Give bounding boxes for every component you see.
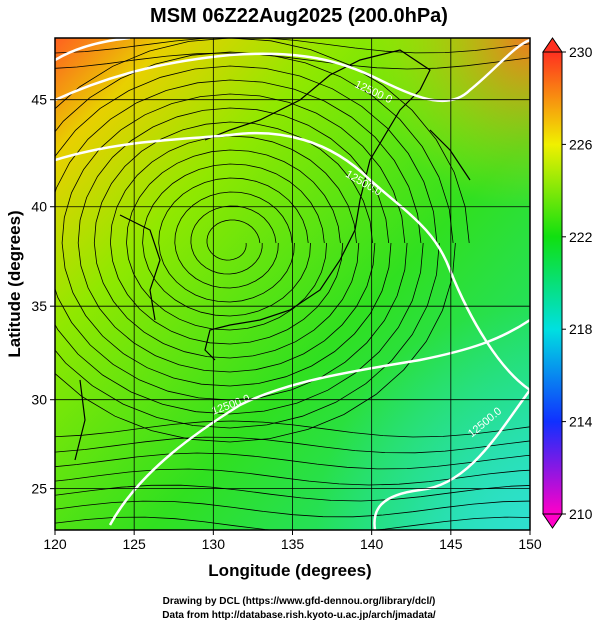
coastlines [74,49,471,461]
y-tick-label: 40 [31,199,47,215]
streamline [55,38,530,54]
contour [55,131,530,392]
streamline [55,52,530,70]
x-tick-label: 145 [439,536,463,552]
streamline [77,107,390,373]
x-tick-label: 150 [518,536,542,552]
colorbar-end [542,37,563,53]
x-axis-label: Longitude (degrees) [208,561,371,580]
chart-title: MSM 06Z22Aug2025 (200.0hPa) [150,5,448,27]
x-tick-label: 130 [202,536,226,552]
x-tick-label: 135 [281,536,305,552]
coastline [204,49,431,361]
colorbar-end [542,513,563,529]
streamline [55,468,530,486]
coastline [74,379,86,461]
footer-line: Data from http://database.rish.kyoto-u.a… [162,610,436,621]
y-tick-label: 25 [31,481,47,497]
streamline [126,149,341,331]
streamline [55,436,530,454]
streamline [55,452,530,470]
colorbar: 210 214 218 222 226 230 [542,37,593,529]
x-tick-label: 120 [43,536,67,552]
streamline [55,500,530,518]
y-tick-label: 35 [31,298,47,314]
contour [55,38,530,103]
streamlines [55,38,530,530]
streamline [55,65,438,415]
streamline [93,121,373,359]
footer-line: Drawing by DCL (https://www.gfd-dennou.o… [163,596,436,607]
colorbar-tick-label: 230 [569,44,593,60]
colorbar-tick-label: 226 [569,136,593,152]
streamline [55,51,454,429]
x-tick-label: 140 [360,536,384,552]
contours [55,38,530,530]
streamline [206,219,261,261]
contour [373,389,530,530]
x-tick-label: 125 [122,536,146,552]
streamline [158,177,309,303]
y-axis-label: Latitude (degrees) [5,210,24,357]
streamline [55,420,530,438]
streamline [174,191,293,289]
streamline [190,205,277,275]
colorbar-tick-label: 218 [569,321,593,337]
streamline [55,38,470,443]
coastline [119,214,161,321]
streamline [61,93,406,387]
colorbar-tick-label: 214 [569,414,593,430]
y-tick-label: 45 [31,92,47,108]
y-tick-label: 30 [31,392,47,408]
coastline [429,129,471,181]
colorbar-tick-label: 210 [569,506,593,522]
contour [108,318,530,526]
axes: 120 125 130 135 140 145 150 25 30 35 40 45 [31,38,542,552]
streamline [55,516,530,530]
streamline [142,163,325,317]
colorbar-bar [542,51,563,515]
colorbar-tick-label: 222 [569,229,593,245]
